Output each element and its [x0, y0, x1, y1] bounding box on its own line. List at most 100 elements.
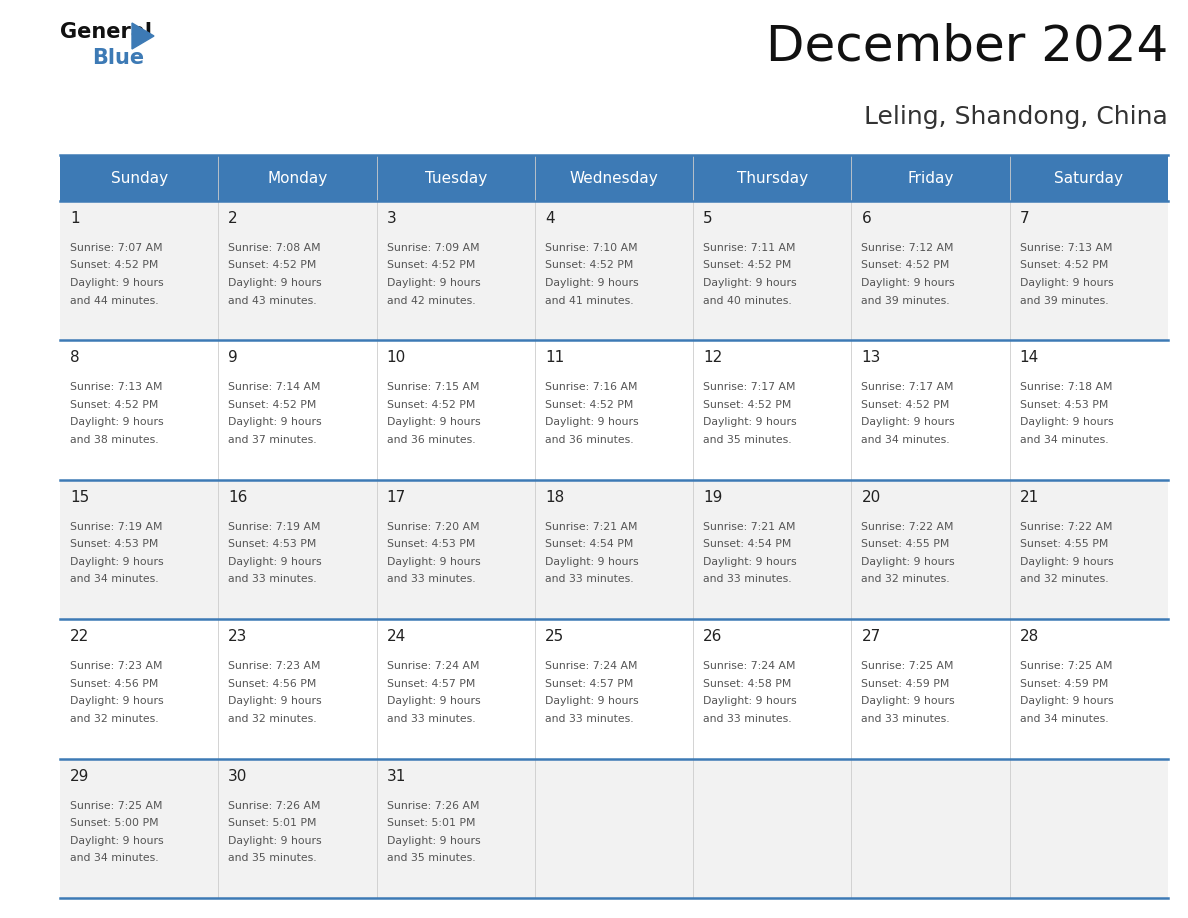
Text: 14: 14 — [1019, 351, 1040, 365]
Bar — [852, 201, 1010, 341]
Text: Sunset: 4:55 PM: Sunset: 4:55 PM — [1019, 539, 1108, 549]
Bar — [852, 155, 1010, 201]
Text: Sunday: Sunday — [110, 171, 168, 185]
Text: Saturday: Saturday — [1055, 171, 1124, 185]
Text: Sunrise: 7:19 AM: Sunrise: 7:19 AM — [70, 521, 163, 532]
Text: and 36 minutes.: and 36 minutes. — [545, 435, 633, 445]
Text: Daylight: 9 hours: Daylight: 9 hours — [228, 278, 322, 288]
Text: and 42 minutes.: and 42 minutes. — [386, 296, 475, 306]
Bar — [219, 480, 377, 620]
Text: Sunrise: 7:14 AM: Sunrise: 7:14 AM — [228, 383, 321, 392]
Text: Monday: Monday — [267, 171, 328, 185]
Text: Sunrise: 7:09 AM: Sunrise: 7:09 AM — [386, 243, 479, 253]
Text: Sunset: 4:52 PM: Sunset: 4:52 PM — [386, 261, 475, 271]
Text: Sunrise: 7:17 AM: Sunrise: 7:17 AM — [861, 383, 954, 392]
Bar — [535, 620, 693, 758]
Text: Sunset: 4:57 PM: Sunset: 4:57 PM — [386, 678, 475, 688]
Text: Daylight: 9 hours: Daylight: 9 hours — [70, 418, 164, 428]
Text: Daylight: 9 hours: Daylight: 9 hours — [1019, 557, 1113, 566]
Text: Daylight: 9 hours: Daylight: 9 hours — [861, 418, 955, 428]
Text: 23: 23 — [228, 629, 247, 644]
Text: Daylight: 9 hours: Daylight: 9 hours — [545, 278, 638, 288]
Text: Sunrise: 7:22 AM: Sunrise: 7:22 AM — [1019, 521, 1112, 532]
Bar — [61, 341, 219, 480]
Text: Daylight: 9 hours: Daylight: 9 hours — [70, 278, 164, 288]
Bar — [377, 341, 535, 480]
Text: 28: 28 — [1019, 629, 1040, 644]
Text: and 33 minutes.: and 33 minutes. — [861, 713, 950, 723]
Text: and 34 minutes.: and 34 minutes. — [70, 853, 159, 863]
Text: Daylight: 9 hours: Daylight: 9 hours — [70, 696, 164, 706]
Bar — [693, 758, 852, 898]
Bar — [535, 155, 693, 201]
Text: Daylight: 9 hours: Daylight: 9 hours — [703, 696, 797, 706]
Text: 12: 12 — [703, 351, 722, 365]
Text: 26: 26 — [703, 629, 722, 644]
Text: Daylight: 9 hours: Daylight: 9 hours — [1019, 418, 1113, 428]
Text: Sunrise: 7:25 AM: Sunrise: 7:25 AM — [1019, 661, 1112, 671]
Text: and 32 minutes.: and 32 minutes. — [70, 713, 159, 723]
Bar — [535, 341, 693, 480]
Text: 8: 8 — [70, 351, 80, 365]
Text: Daylight: 9 hours: Daylight: 9 hours — [545, 418, 638, 428]
Text: Daylight: 9 hours: Daylight: 9 hours — [703, 418, 797, 428]
Text: Sunrise: 7:20 AM: Sunrise: 7:20 AM — [386, 521, 479, 532]
Bar — [377, 620, 535, 758]
Text: Sunrise: 7:25 AM: Sunrise: 7:25 AM — [861, 661, 954, 671]
Text: Sunset: 4:58 PM: Sunset: 4:58 PM — [703, 678, 791, 688]
Text: Daylight: 9 hours: Daylight: 9 hours — [1019, 278, 1113, 288]
Text: Sunrise: 7:26 AM: Sunrise: 7:26 AM — [228, 800, 321, 811]
Text: Blue: Blue — [91, 48, 144, 68]
Text: and 33 minutes.: and 33 minutes. — [703, 713, 791, 723]
Bar — [693, 155, 852, 201]
Text: Sunset: 4:52 PM: Sunset: 4:52 PM — [703, 261, 791, 271]
Bar — [1010, 758, 1168, 898]
Text: Sunset: 4:59 PM: Sunset: 4:59 PM — [1019, 678, 1108, 688]
Text: Daylight: 9 hours: Daylight: 9 hours — [386, 835, 480, 845]
Bar — [535, 758, 693, 898]
Text: Sunrise: 7:24 AM: Sunrise: 7:24 AM — [386, 661, 479, 671]
Text: and 36 minutes.: and 36 minutes. — [386, 435, 475, 445]
Text: 27: 27 — [861, 629, 880, 644]
Text: Tuesday: Tuesday — [424, 171, 487, 185]
Text: Sunset: 4:52 PM: Sunset: 4:52 PM — [70, 400, 158, 410]
Bar — [61, 201, 219, 341]
Text: Sunrise: 7:12 AM: Sunrise: 7:12 AM — [861, 243, 954, 253]
Bar — [377, 201, 535, 341]
Text: Sunset: 4:53 PM: Sunset: 4:53 PM — [70, 539, 158, 549]
Bar — [1010, 155, 1168, 201]
Text: Sunset: 4:52 PM: Sunset: 4:52 PM — [1019, 261, 1108, 271]
Text: Daylight: 9 hours: Daylight: 9 hours — [228, 835, 322, 845]
Bar — [377, 480, 535, 620]
Text: Daylight: 9 hours: Daylight: 9 hours — [70, 835, 164, 845]
Text: General: General — [61, 22, 152, 42]
Text: December 2024: December 2024 — [766, 22, 1168, 70]
Text: Sunrise: 7:08 AM: Sunrise: 7:08 AM — [228, 243, 321, 253]
Bar — [61, 758, 219, 898]
Text: and 33 minutes.: and 33 minutes. — [386, 713, 475, 723]
Bar — [693, 480, 852, 620]
Text: Sunrise: 7:15 AM: Sunrise: 7:15 AM — [386, 383, 479, 392]
Text: 4: 4 — [545, 211, 555, 226]
Text: 30: 30 — [228, 768, 247, 784]
Text: 5: 5 — [703, 211, 713, 226]
Text: Sunrise: 7:22 AM: Sunrise: 7:22 AM — [861, 521, 954, 532]
Text: and 40 minutes.: and 40 minutes. — [703, 296, 792, 306]
Text: 22: 22 — [70, 629, 89, 644]
Text: 20: 20 — [861, 490, 880, 505]
Text: 2: 2 — [228, 211, 238, 226]
Text: Sunset: 4:52 PM: Sunset: 4:52 PM — [228, 261, 317, 271]
Text: 21: 21 — [1019, 490, 1040, 505]
Bar — [1010, 201, 1168, 341]
Text: Sunset: 4:52 PM: Sunset: 4:52 PM — [861, 400, 949, 410]
Text: Daylight: 9 hours: Daylight: 9 hours — [545, 557, 638, 566]
Text: and 38 minutes.: and 38 minutes. — [70, 435, 159, 445]
Text: Friday: Friday — [908, 171, 954, 185]
Text: and 37 minutes.: and 37 minutes. — [228, 435, 317, 445]
Text: Sunset: 4:57 PM: Sunset: 4:57 PM — [545, 678, 633, 688]
Text: Sunrise: 7:17 AM: Sunrise: 7:17 AM — [703, 383, 796, 392]
Text: Sunset: 4:52 PM: Sunset: 4:52 PM — [228, 400, 317, 410]
Text: Wednesday: Wednesday — [569, 171, 658, 185]
Text: Sunset: 4:52 PM: Sunset: 4:52 PM — [545, 261, 633, 271]
Text: Sunset: 5:01 PM: Sunset: 5:01 PM — [228, 818, 317, 828]
